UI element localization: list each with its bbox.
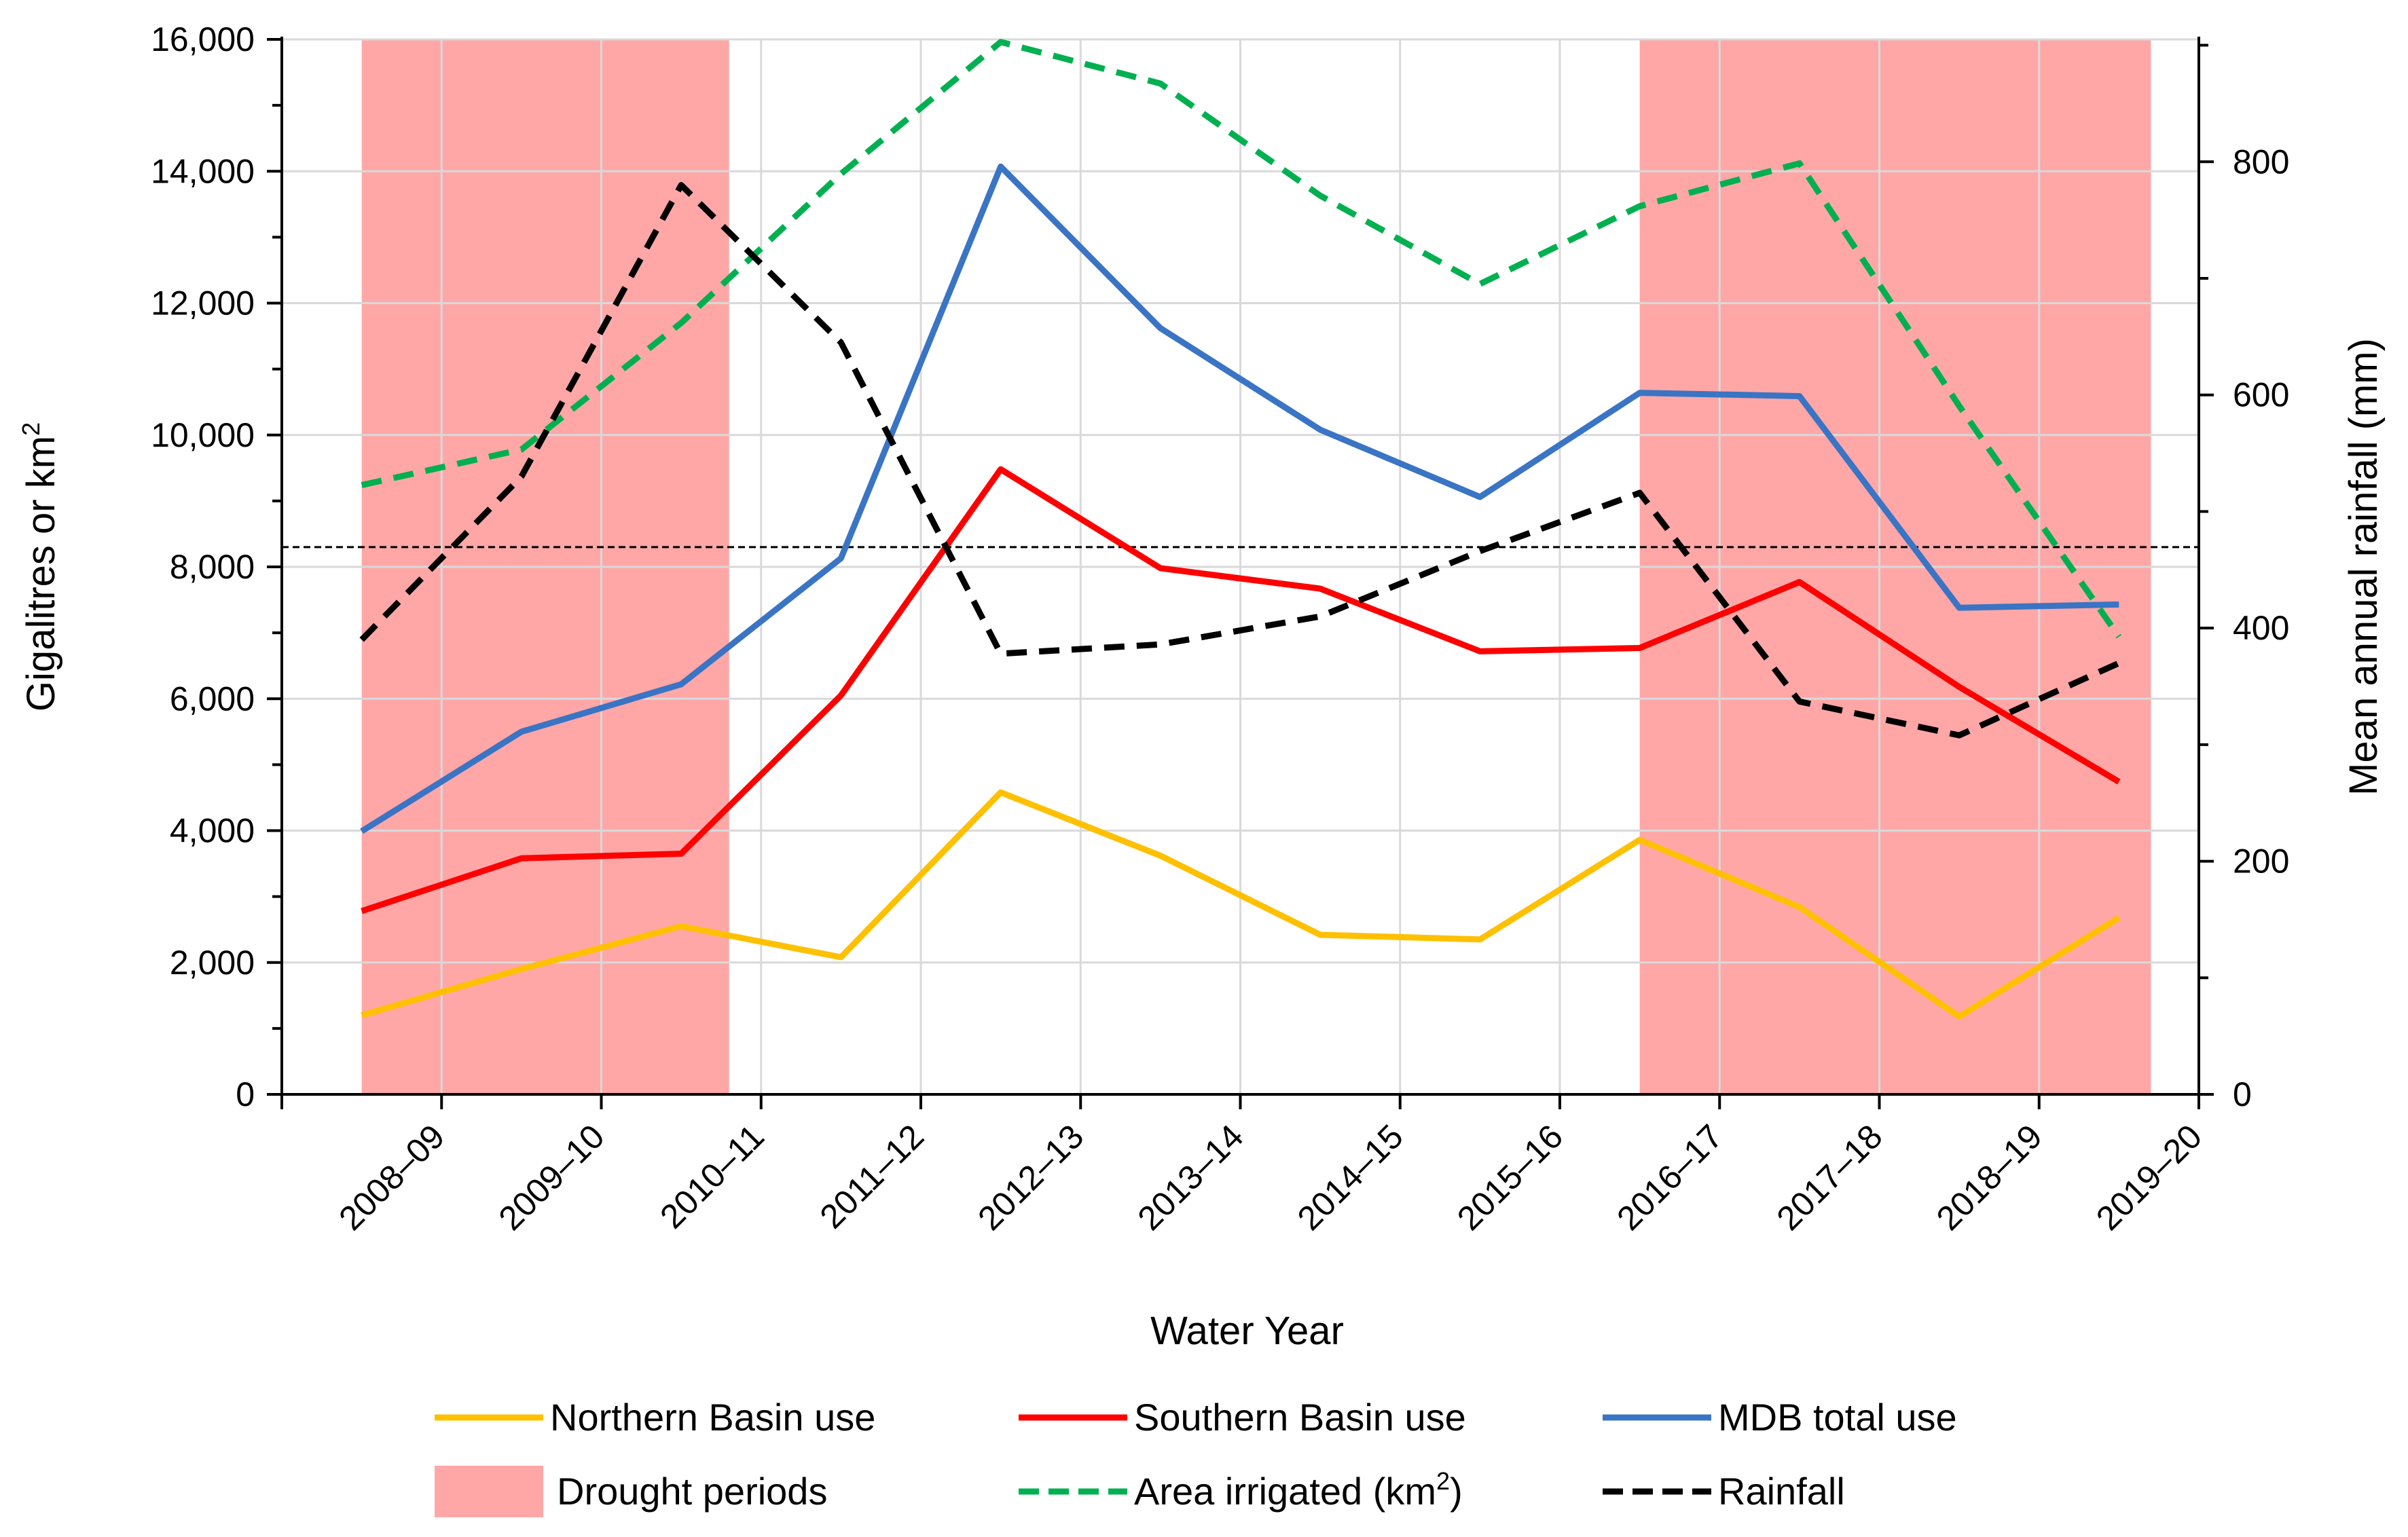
series-line-rainfall [359, 182, 2121, 739]
series-line-mdb-total-use [360, 163, 2119, 834]
y-axis-left-title-text: Gigalitres or km [19, 436, 63, 711]
right-tick-label: 400 [2233, 609, 2289, 647]
legend-label-tail: ) [1450, 1470, 1463, 1513]
legend-label-text: MDB total use [1718, 1396, 1957, 1439]
left-tick-label: 14,000 [151, 152, 255, 190]
legend-label-text: Area irrigated (km [1134, 1470, 1436, 1513]
series-line-southern-basin-use [361, 466, 2121, 914]
legend-label-mdb-total-use: MDB total use [1718, 1396, 1957, 1439]
y-axis-left-title: Gigalitres or km2 [17, 422, 63, 711]
right-tick-label: 0 [2233, 1075, 2252, 1113]
x-axis-title: Water Year [1150, 1309, 1344, 1353]
left-tick-label: 10,000 [151, 416, 255, 454]
y-axis-right-title: Mean annual rainfall (mm) [2341, 338, 2386, 796]
right-tick-label: 600 [2233, 376, 2289, 414]
legend-label-drought: Drought periods [557, 1470, 827, 1513]
right-tick-label: 800 [2233, 143, 2289, 181]
legend-label-text: Northern Basin use [550, 1396, 875, 1439]
series-line-northern-basin-use [361, 789, 2121, 1020]
legend-label-area-irrigated-km: Area irrigated (km2) [1134, 1467, 1463, 1513]
legend-label-text: Southern Basin use [1134, 1396, 1466, 1439]
y-axis-left-title-sup: 2 [17, 422, 45, 436]
axes [267, 37, 2214, 1109]
series-line-area-irrigated-km [361, 39, 2122, 639]
legend: Northern Basin use Southern Basin use MDB … [435, 1396, 1957, 1517]
legend-label-northern-basin-use: Northern Basin use [550, 1396, 875, 1439]
left-tick-label: 4,000 [170, 812, 255, 850]
left-tick-label: 0 [236, 1075, 255, 1113]
legend-label-text: Rainfall [1718, 1470, 1845, 1513]
left-tick-label: 6,000 [170, 680, 255, 718]
legend-label-rainfall: Rainfall [1718, 1470, 1845, 1513]
series-lines [359, 39, 2122, 1020]
legend-swatch-drought [435, 1466, 543, 1517]
right-tick-label: 200 [2233, 842, 2289, 881]
left-tick-label: 8,000 [170, 548, 255, 586]
legend-label-sup: 2 [1436, 1467, 1450, 1495]
left-tick-label: 2,000 [170, 944, 255, 982]
legend-label-southern-basin-use: Southern Basin use [1134, 1396, 1466, 1439]
left-tick-label: 16,000 [151, 20, 255, 58]
left-tick-label: 12,000 [151, 284, 255, 322]
